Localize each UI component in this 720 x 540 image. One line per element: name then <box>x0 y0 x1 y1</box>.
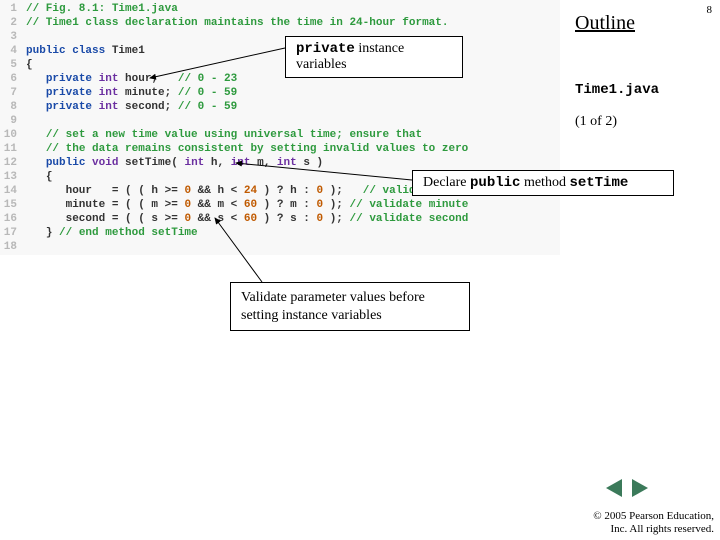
prev-button[interactable] <box>604 478 624 498</box>
copyright-line: © 2005 Pearson Education, <box>593 510 714 523</box>
callout-keyword: setTime <box>569 175 628 191</box>
copyright-line: Inc. All rights reserved. <box>593 523 714 536</box>
triangle-left-icon <box>606 479 622 497</box>
callout-validate: Validate parameter values before setting… <box>230 282 470 331</box>
callout-text: method <box>520 175 569 190</box>
callout-text: Declare <box>423 175 470 190</box>
page-count-label: (1 of 2) <box>575 114 617 130</box>
file-name-label: Time1.java <box>575 82 659 98</box>
triangle-right-icon <box>632 479 648 497</box>
nav-controls <box>604 478 650 498</box>
callout-text: Validate parameter values before setting… <box>241 290 425 323</box>
callout-settime: Declare public method setTime <box>412 170 674 196</box>
callout-keyword: private <box>296 41 355 57</box>
line-gutter: 123456789101112131415161718 <box>0 2 20 254</box>
callout-keyword: public <box>470 175 520 191</box>
code-editor: 123456789101112131415161718 // Fig. 8.1:… <box>0 0 560 255</box>
page-number: 8 <box>707 4 713 16</box>
outline-heading: Outline <box>575 12 635 35</box>
next-button[interactable] <box>630 478 650 498</box>
copyright-notice: © 2005 Pearson Education, Inc. All right… <box>593 510 714 536</box>
callout-private-vars: private instance variables <box>285 36 463 78</box>
